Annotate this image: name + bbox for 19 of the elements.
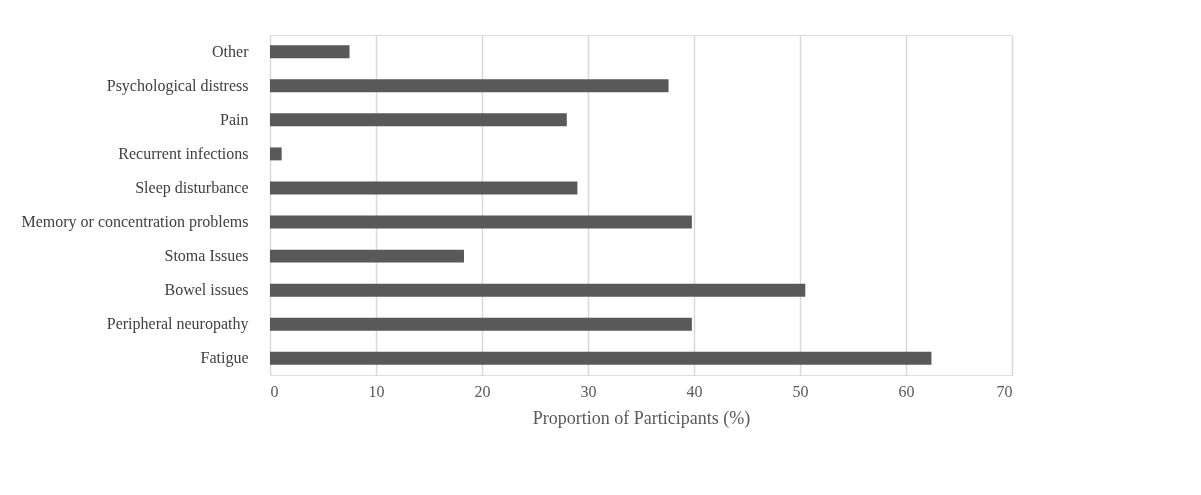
- y-tick-label: Other: [212, 42, 250, 60]
- y-tick-label: Sleep disturbance: [135, 178, 249, 197]
- x-tick-label: 0: [270, 382, 279, 400]
- y-tick-label: Stoma Issues: [164, 247, 249, 265]
- y-tick-label: Pain: [220, 110, 249, 128]
- x-tick-label: 60: [898, 382, 915, 400]
- y-tick-label: Peripheral neuropathy: [106, 315, 249, 334]
- y-tick-label: Psychological distress: [106, 76, 249, 95]
- x-tick-label: 50: [792, 382, 809, 400]
- y-tick-label: Memory or concentration problems: [21, 213, 249, 232]
- x-axis-title: Proportion of Participants (%): [532, 407, 751, 429]
- y-tick-label: Recurrent infections: [118, 144, 249, 162]
- x-tick-label: 40: [686, 382, 703, 400]
- x-tick-label: 30: [580, 382, 597, 400]
- y-tick-label: Bowel issues: [164, 281, 249, 299]
- x-tick-label: 70: [996, 382, 1013, 400]
- x-tick-label: 10: [368, 382, 385, 400]
- x-tick-label: 20: [474, 382, 491, 400]
- y-tick-label: Fatigue: [200, 349, 249, 368]
